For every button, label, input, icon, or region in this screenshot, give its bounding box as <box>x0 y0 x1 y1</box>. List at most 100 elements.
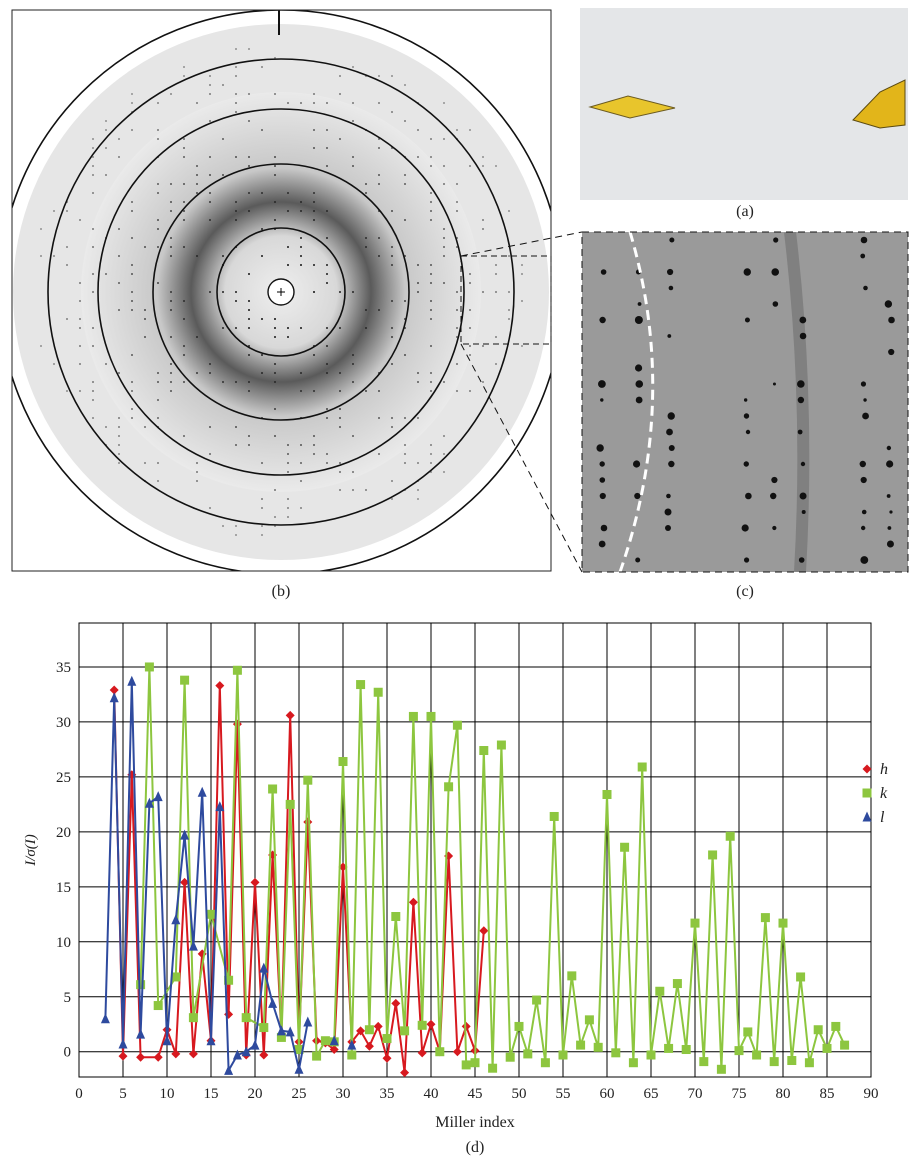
spot <box>118 156 120 158</box>
marker <box>769 1057 779 1067</box>
spot <box>313 219 315 221</box>
x-tick-label: 30 <box>336 1086 351 1102</box>
spot <box>456 237 458 239</box>
spot <box>157 219 159 221</box>
spots <box>40 48 523 536</box>
spot <box>884 300 893 308</box>
spot <box>665 525 672 531</box>
spot <box>404 462 406 464</box>
spot <box>209 291 211 293</box>
spot <box>157 246 159 248</box>
spot <box>248 210 250 212</box>
x-tick-label: 55 <box>556 1086 571 1102</box>
spot <box>53 210 55 212</box>
spot <box>339 489 341 491</box>
spot <box>430 462 432 464</box>
panel-label: (b) <box>272 583 291 600</box>
y-axis-label: I/σ(I) <box>23 834 39 867</box>
spot <box>339 372 341 374</box>
marker <box>259 1050 269 1060</box>
ring <box>152 163 410 421</box>
spot <box>118 453 120 455</box>
spot <box>183 381 185 383</box>
spot <box>248 273 250 275</box>
spot <box>326 282 328 284</box>
spot <box>430 273 432 275</box>
spot <box>508 318 510 320</box>
spot <box>743 557 750 563</box>
spot <box>352 165 354 167</box>
spot <box>326 345 328 347</box>
spot <box>235 381 237 383</box>
spot <box>196 102 198 104</box>
spot <box>79 219 81 221</box>
spot <box>157 129 159 131</box>
spot <box>313 264 315 266</box>
spot <box>131 390 133 392</box>
spot <box>183 201 185 203</box>
spot <box>118 435 120 437</box>
spot <box>287 498 289 500</box>
spot <box>456 246 458 248</box>
spot <box>365 237 367 239</box>
spot <box>66 246 68 248</box>
marker <box>118 1051 128 1061</box>
spot <box>53 255 55 257</box>
spot <box>300 444 302 446</box>
spot <box>521 300 523 302</box>
spot <box>391 363 393 365</box>
spot <box>482 381 484 383</box>
spot <box>889 510 893 514</box>
spot <box>313 192 315 194</box>
spot <box>131 210 133 212</box>
spot <box>339 462 341 464</box>
spot <box>118 462 120 464</box>
spot <box>144 318 146 320</box>
spot <box>417 372 419 374</box>
marker <box>576 1040 586 1050</box>
spot <box>248 48 250 50</box>
spot <box>274 93 276 95</box>
spot <box>313 453 315 455</box>
spot <box>443 237 445 239</box>
spot <box>131 408 133 410</box>
spot <box>274 165 276 167</box>
spot <box>209 174 211 176</box>
marker <box>224 1009 234 1019</box>
spot <box>862 412 869 420</box>
marker <box>540 1058 550 1068</box>
spot <box>443 228 445 230</box>
spot <box>157 381 159 383</box>
spot <box>53 363 55 365</box>
spot <box>391 111 393 113</box>
spot <box>417 489 419 491</box>
spot <box>391 147 393 149</box>
spot <box>456 327 458 329</box>
spot <box>222 84 224 86</box>
spot <box>287 102 289 104</box>
spot <box>261 255 263 257</box>
spot <box>157 102 159 104</box>
spot <box>797 380 805 388</box>
spot <box>443 138 445 140</box>
y-tick-label: 30 <box>56 715 71 731</box>
spot <box>326 165 328 167</box>
spot <box>469 345 471 347</box>
spot <box>261 66 263 68</box>
spot <box>131 264 133 266</box>
spot <box>261 462 263 464</box>
spot <box>40 228 42 230</box>
spot <box>183 183 185 185</box>
spot <box>248 300 250 302</box>
x-tick-label: 50 <box>512 1086 527 1102</box>
spot <box>599 316 606 324</box>
spot <box>508 291 510 293</box>
spot <box>378 372 380 374</box>
spot <box>92 138 94 140</box>
spot <box>248 165 250 167</box>
spot <box>339 138 341 140</box>
spot <box>118 372 120 374</box>
spot <box>183 300 185 302</box>
marker <box>215 801 225 812</box>
spot <box>235 534 237 536</box>
